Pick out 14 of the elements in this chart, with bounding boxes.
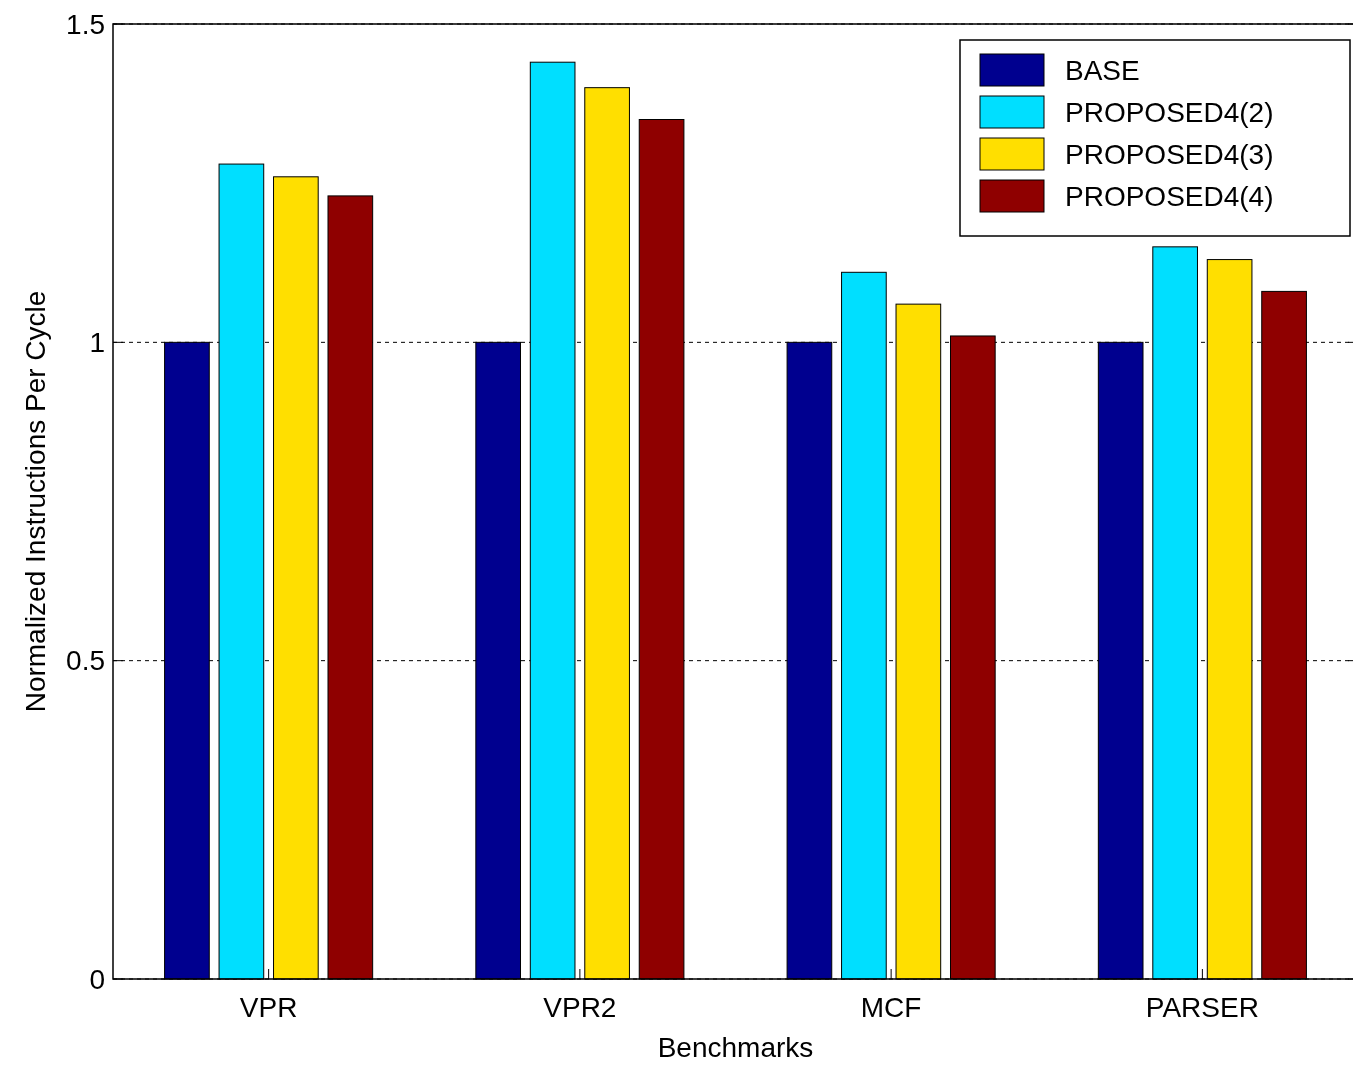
legend-label: PROPOSED4(4) bbox=[1065, 180, 1274, 212]
x-tick-label: VPR2 bbox=[543, 992, 617, 1023]
y-tick-label: 0 bbox=[89, 963, 105, 995]
legend-label: PROPOSED4(3) bbox=[1065, 138, 1274, 170]
y-axis-title: Normalized Instructions Per Cycle bbox=[20, 290, 51, 713]
legend-label: BASE bbox=[1065, 54, 1140, 86]
x-axis-title: Benchmarks bbox=[657, 1032, 814, 1063]
x-tick-label: MCF bbox=[860, 992, 922, 1023]
legend-label: PROPOSED4(2) bbox=[1065, 96, 1274, 128]
x-tick-label: VPR bbox=[239, 992, 298, 1023]
y-tick-label: 0.5 bbox=[66, 645, 105, 677]
y-tick-label: 1.5 bbox=[66, 8, 105, 40]
x-tick-label: PARSER bbox=[1145, 992, 1259, 1023]
y-tick-label: 1 bbox=[89, 327, 105, 359]
